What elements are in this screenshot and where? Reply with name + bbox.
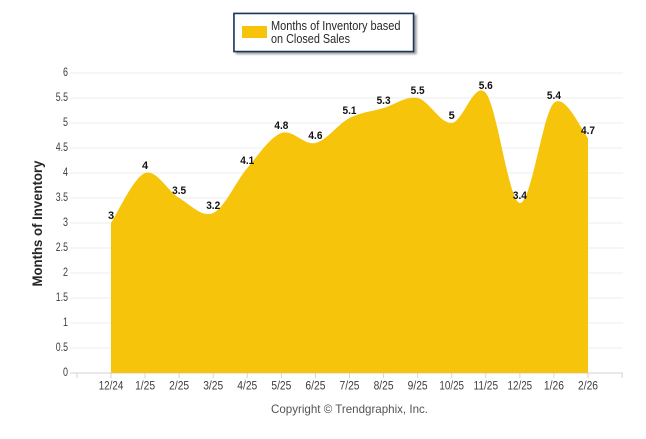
svg-text:5: 5 (63, 117, 68, 129)
svg-text:5.1: 5.1 (343, 105, 357, 117)
svg-text:0.5: 0.5 (56, 342, 68, 354)
svg-text:3/25: 3/25 (203, 381, 223, 393)
svg-text:5.4: 5.4 (547, 90, 562, 102)
svg-text:1.5: 1.5 (56, 292, 68, 304)
svg-text:Months of Inventory based: Months of Inventory based (271, 19, 401, 33)
svg-text:3.5: 3.5 (56, 192, 68, 204)
svg-text:4.6: 4.6 (308, 130, 322, 142)
svg-text:5/25: 5/25 (271, 381, 291, 393)
svg-text:3.4: 3.4 (513, 190, 528, 202)
svg-text:4.1: 4.1 (240, 155, 254, 167)
svg-text:1/26: 1/26 (544, 381, 564, 393)
svg-text:3.2: 3.2 (206, 200, 220, 212)
svg-text:10/25: 10/25 (439, 381, 464, 393)
svg-text:6/25: 6/25 (305, 381, 325, 393)
svg-text:1/25: 1/25 (135, 381, 155, 393)
svg-text:3.5: 3.5 (172, 185, 186, 197)
svg-text:11/25: 11/25 (473, 381, 498, 393)
svg-text:4.5: 4.5 (56, 142, 68, 154)
svg-text:4/25: 4/25 (237, 381, 257, 393)
svg-text:3: 3 (63, 217, 68, 229)
svg-text:5.5: 5.5 (411, 85, 425, 97)
svg-text:on Closed Sales: on Closed Sales (271, 32, 350, 46)
svg-text:9/25: 9/25 (408, 381, 428, 393)
svg-text:6: 6 (63, 67, 68, 79)
svg-text:Copyright © Trendgraphix, Inc.: Copyright © Trendgraphix, Inc. (271, 402, 428, 416)
svg-text:5.5: 5.5 (56, 92, 68, 104)
svg-text:12/24: 12/24 (99, 381, 124, 393)
svg-text:7/25: 7/25 (340, 381, 360, 393)
svg-text:4: 4 (63, 167, 68, 179)
svg-text:Months of Inventory: Months of Inventory (29, 160, 45, 286)
svg-text:4: 4 (142, 160, 149, 172)
svg-text:2/26: 2/26 (578, 381, 598, 393)
svg-text:4.7: 4.7 (581, 125, 595, 137)
svg-text:8/25: 8/25 (374, 381, 394, 393)
svg-text:5: 5 (449, 110, 455, 122)
svg-text:2.5: 2.5 (56, 242, 68, 254)
svg-text:2: 2 (63, 267, 68, 279)
svg-text:5.3: 5.3 (377, 95, 391, 107)
svg-text:3: 3 (108, 210, 114, 222)
svg-text:12/25: 12/25 (508, 381, 533, 393)
svg-text:1: 1 (63, 317, 68, 329)
svg-text:0: 0 (63, 367, 68, 379)
svg-text:4.8: 4.8 (274, 120, 288, 132)
svg-text:2/25: 2/25 (169, 381, 189, 393)
svg-text:5.6: 5.6 (479, 80, 493, 92)
